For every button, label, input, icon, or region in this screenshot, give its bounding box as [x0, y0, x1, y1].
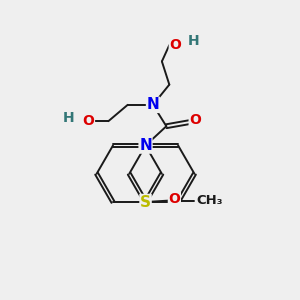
Text: O: O	[169, 38, 181, 52]
Text: O: O	[82, 114, 94, 128]
Text: O: O	[168, 192, 180, 206]
Text: H: H	[62, 111, 74, 125]
Text: S: S	[140, 194, 151, 209]
Text: N: N	[147, 97, 159, 112]
Text: O: O	[189, 113, 201, 127]
Text: CH₃: CH₃	[196, 194, 223, 207]
Text: N: N	[139, 138, 152, 153]
Text: H: H	[187, 34, 199, 48]
